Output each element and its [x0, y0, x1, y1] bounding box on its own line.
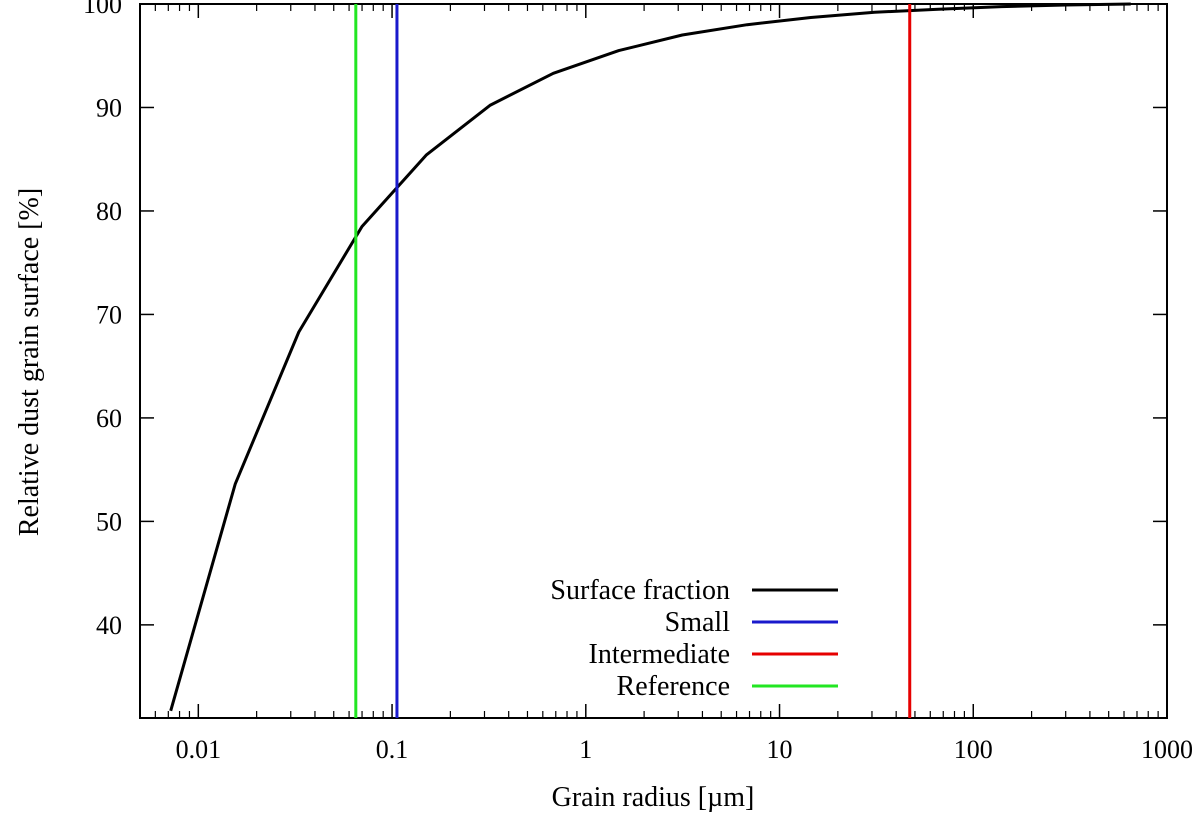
- y-tick-label: 70: [96, 300, 122, 329]
- x-tick-label: 1: [579, 735, 592, 764]
- y-tick-label: 40: [96, 611, 122, 640]
- legend-label-reference: Reference: [617, 671, 730, 702]
- legend-label-small: Small: [665, 607, 731, 638]
- y-tick-label: 90: [96, 93, 122, 122]
- legend: Surface fractionSmallIntermediateReferen…: [550, 575, 838, 702]
- legend-label-intermediate: Intermediate: [589, 639, 730, 670]
- series-layer: [169, 2, 1131, 718]
- y-axis-title: Relative dust grain surface [%]: [14, 188, 45, 536]
- plot-frame: [139, 3, 1168, 719]
- y-tick-label: 60: [96, 404, 122, 433]
- axis-tick-labels: 40 50 60 70 80 90 100 0.01 0.1 1 10 100 1000: [83, 0, 1193, 764]
- x-tick-label: 100: [954, 735, 993, 764]
- x-tick-label: 0.1: [376, 735, 409, 764]
- axis-ticks: [139, 3, 1168, 718]
- x-axis-title: Grain radius [µm]: [552, 782, 755, 813]
- y-tick-label: 50: [96, 507, 122, 536]
- y-tick-label: 100: [83, 0, 122, 19]
- legend-label-surface-fraction: Surface fraction: [550, 575, 730, 606]
- x-tick-label: 1000: [1141, 735, 1193, 764]
- series-surface-fraction-line: [169, 2, 1131, 712]
- x-tick-label: 10: [767, 735, 793, 764]
- y-tick-label: 80: [96, 197, 122, 226]
- x-tick-label: 0.01: [176, 735, 222, 764]
